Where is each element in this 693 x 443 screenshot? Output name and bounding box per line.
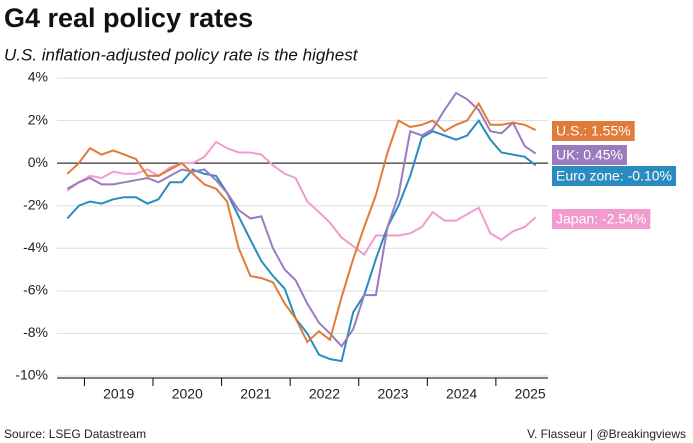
- y-tick-label: 2%: [28, 111, 48, 127]
- x-tick-label: 2020: [172, 386, 203, 402]
- chart-title: G4 real policy rates: [4, 3, 253, 33]
- y-tick-label: -4%: [23, 239, 48, 255]
- y-tick-label: 0%: [28, 154, 48, 170]
- y-tick-label: -6%: [23, 282, 48, 298]
- series-line: [66, 91, 537, 348]
- legend-label: Euro zone: -0.10%: [556, 168, 672, 184]
- legend-box: [552, 145, 627, 165]
- credit: V. Flasseur | @Breakingviews: [527, 427, 686, 441]
- x-tick-label: 2022: [309, 386, 340, 402]
- series-line: [66, 140, 537, 257]
- series-line: [66, 118, 537, 363]
- y-tick-label: -2%: [23, 196, 48, 212]
- source: Source: LSEG Datastream: [4, 427, 146, 441]
- legend-box: [552, 209, 651, 229]
- x-tick-label: 2021: [240, 386, 271, 402]
- legend-label: Japan: -2.54%: [556, 211, 646, 227]
- y-tick-label: -10%: [15, 367, 48, 383]
- legend-box: [552, 121, 635, 141]
- legend-label: U.S.: 1.55%: [556, 123, 631, 139]
- legend-label: UK: 0.45%: [556, 147, 623, 163]
- x-tick-label: 2023: [377, 386, 408, 402]
- y-tick-label: -8%: [23, 324, 48, 340]
- legend-box: [552, 166, 676, 186]
- x-tick-label: 2019: [103, 386, 134, 402]
- x-tick-label: 2024: [446, 386, 477, 402]
- y-tick-label: 4%: [28, 69, 48, 85]
- series-line: [66, 101, 537, 344]
- x-tick-label: 2025: [515, 386, 546, 402]
- chart-subtitle: U.S. inflation-adjusted policy rate is t…: [4, 45, 359, 64]
